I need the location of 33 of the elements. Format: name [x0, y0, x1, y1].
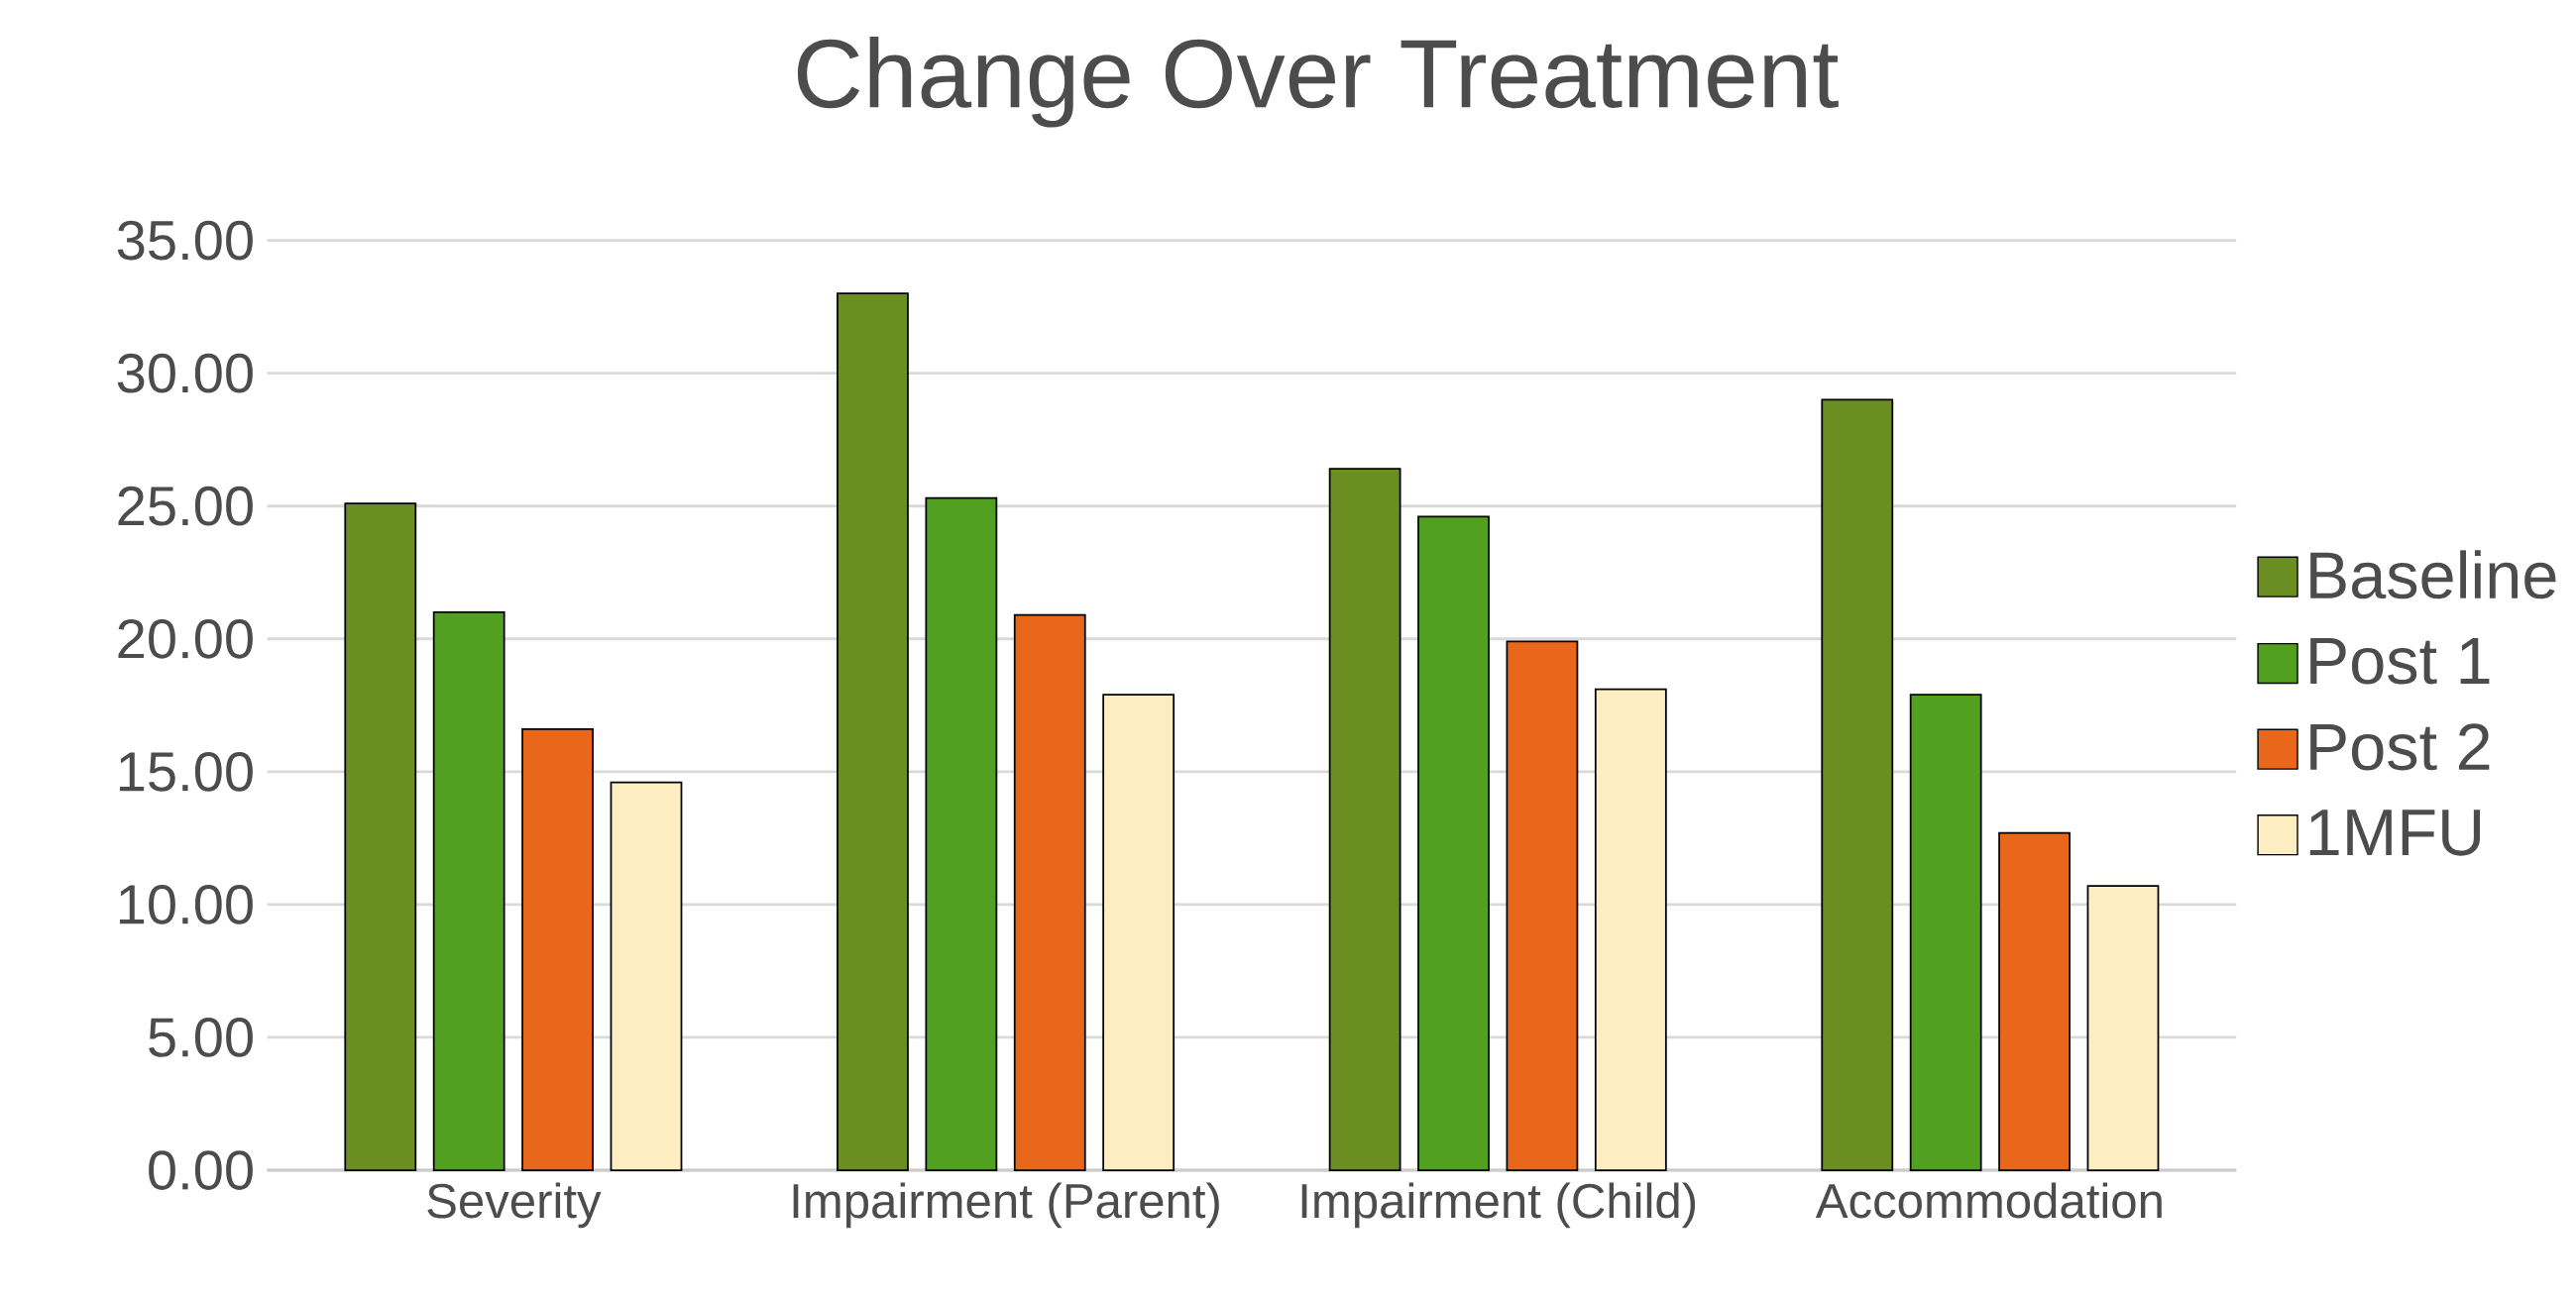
- y-tick-label: 35.00: [117, 220, 253, 261]
- y-tick-label: 5.00: [149, 1018, 253, 1057]
- bar: [610, 781, 683, 1171]
- chart-title: Change Over Treatment: [797, 37, 1839, 128]
- legend-label: Post 2: [2310, 723, 2490, 771]
- bar: [2086, 885, 2160, 1171]
- x-tick-label: Severity: [427, 1182, 602, 1229]
- y-tick-label: 10.00: [119, 885, 253, 924]
- bar: [1506, 640, 1579, 1171]
- x-tick-label: Impairment (Child): [1301, 1182, 1696, 1229]
- x-tick-label: Impairment (Parent): [793, 1182, 1219, 1229]
- bar: [1909, 694, 1982, 1171]
- bar: [1328, 468, 1401, 1171]
- legend-label: Post 1: [2310, 638, 2490, 685]
- y-tick-label: 25.00: [118, 486, 253, 526]
- y-tick-label: 30.00: [117, 353, 253, 393]
- bar: [521, 728, 594, 1171]
- bar: [344, 502, 417, 1171]
- y-tick-label: 15.00: [119, 752, 253, 792]
- bar: [1998, 831, 2071, 1171]
- x-tick-label: Accommodation: [1815, 1182, 2162, 1219]
- y-tick-label: 0.00: [149, 1150, 253, 1190]
- bar: [925, 496, 998, 1171]
- legend-label: 1MFU: [2309, 810, 2481, 856]
- bar: [1417, 515, 1490, 1171]
- bar: [432, 611, 505, 1171]
- y-tick-label: 20.00: [118, 619, 253, 659]
- bar: [1821, 398, 1894, 1171]
- bar: [1102, 694, 1176, 1171]
- legend-label: Baseline: [2310, 550, 2556, 599]
- bar: [1013, 613, 1086, 1171]
- bar: [1594, 688, 1667, 1171]
- bar: [837, 292, 909, 1171]
